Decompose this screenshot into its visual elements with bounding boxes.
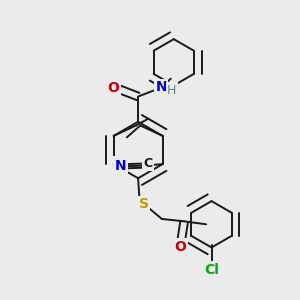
Text: N: N	[114, 157, 126, 171]
Text: H: H	[167, 84, 176, 97]
Text: N: N	[115, 159, 126, 173]
Text: O: O	[107, 81, 119, 95]
Text: C: C	[143, 157, 152, 170]
Text: S: S	[139, 197, 149, 211]
Text: N: N	[155, 80, 167, 94]
Text: Cl: Cl	[204, 263, 219, 277]
Text: O: O	[174, 240, 186, 254]
